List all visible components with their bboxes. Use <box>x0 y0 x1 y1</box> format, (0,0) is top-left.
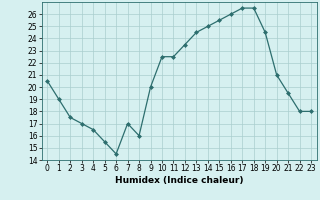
X-axis label: Humidex (Indice chaleur): Humidex (Indice chaleur) <box>115 176 244 185</box>
